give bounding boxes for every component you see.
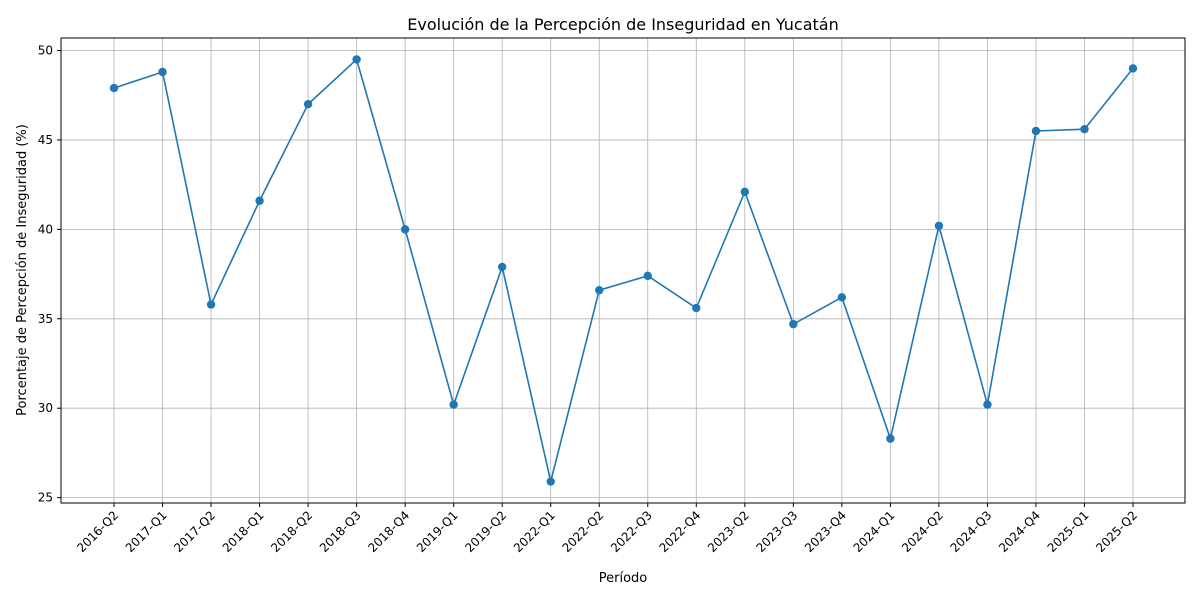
data-point [352, 55, 361, 64]
x-tick-label: 2024-Q3 [948, 508, 995, 555]
x-tick-label: 2018-Q1 [220, 508, 267, 555]
data-point [1080, 125, 1089, 134]
x-tick-label: 2017-Q2 [171, 508, 218, 555]
x-tick-label: 2022-Q2 [559, 508, 606, 555]
x-tick-label: 2018-Q4 [365, 508, 412, 555]
x-tick-label: 2024-Q4 [996, 508, 1043, 555]
x-tick-label: 2022-Q1 [511, 508, 558, 555]
data-point [643, 271, 652, 281]
x-tick-label: 2025-Q2 [1093, 508, 1140, 555]
data-point [546, 477, 555, 486]
x-tick-label: 2018-Q2 [268, 508, 315, 555]
x-tick-label: 2017-Q1 [123, 508, 170, 555]
data-point [497, 262, 507, 272]
y-tick-label: 40 [38, 222, 53, 236]
data-point [789, 319, 798, 329]
x-tick-label: 2022-Q4 [656, 508, 703, 555]
data-point [1031, 126, 1041, 136]
data-point [1128, 64, 1138, 73]
data-point [255, 196, 264, 205]
x-tick-label: 2019-Q1 [414, 508, 461, 555]
chart-title: Evolución de la Percepción de Insegurida… [407, 15, 838, 34]
data-point [692, 303, 701, 313]
y-axis: 25 30 35 40 45 50 [38, 44, 61, 505]
y-tick-label: 50 [38, 44, 53, 58]
data-point [400, 225, 410, 234]
x-tick-label: 2023-Q3 [754, 508, 801, 555]
grid [61, 38, 1185, 503]
series-layer [109, 55, 1138, 486]
y-axis-label: Porcentaje de Percepción de Inseguridad … [15, 124, 30, 416]
data-point [886, 434, 895, 443]
data-point [983, 400, 992, 409]
x-axis-label: Período [599, 571, 648, 586]
data-point [740, 187, 750, 197]
x-tick-label: 2025-Q1 [1045, 508, 1092, 555]
x-tick-label: 2024-Q1 [851, 508, 898, 555]
x-tick-label: 2023-Q2 [705, 508, 752, 555]
data-point [837, 293, 847, 302]
data-point [109, 83, 119, 93]
data-point [158, 67, 167, 77]
data-point [934, 221, 944, 230]
plot-area-frame [60, 37, 1186, 504]
y-tick-label: 25 [38, 491, 53, 505]
y-tick-label: 30 [38, 401, 53, 415]
x-tick-label: 2024-Q2 [899, 508, 946, 555]
data-point [303, 99, 313, 109]
data-point [595, 285, 604, 295]
series-line [113, 57, 1134, 482]
x-tick-label: 2022-Q3 [608, 508, 655, 555]
data-point [449, 400, 458, 409]
x-tick-label: 2018-Q3 [317, 508, 364, 555]
y-tick-label: 35 [38, 312, 53, 326]
y-tick-label: 45 [38, 133, 53, 147]
x-tick-label: 2019-Q2 [462, 508, 509, 555]
data-point [206, 300, 216, 309]
x-tick-label: 2023-Q4 [802, 508, 849, 555]
x-tick-label: 2016-Q2 [74, 508, 121, 555]
x-axis: 2016-Q2 2017-Q1 2017-Q2 2018-Q1 2018-Q2 2018-… [74, 503, 1140, 555]
